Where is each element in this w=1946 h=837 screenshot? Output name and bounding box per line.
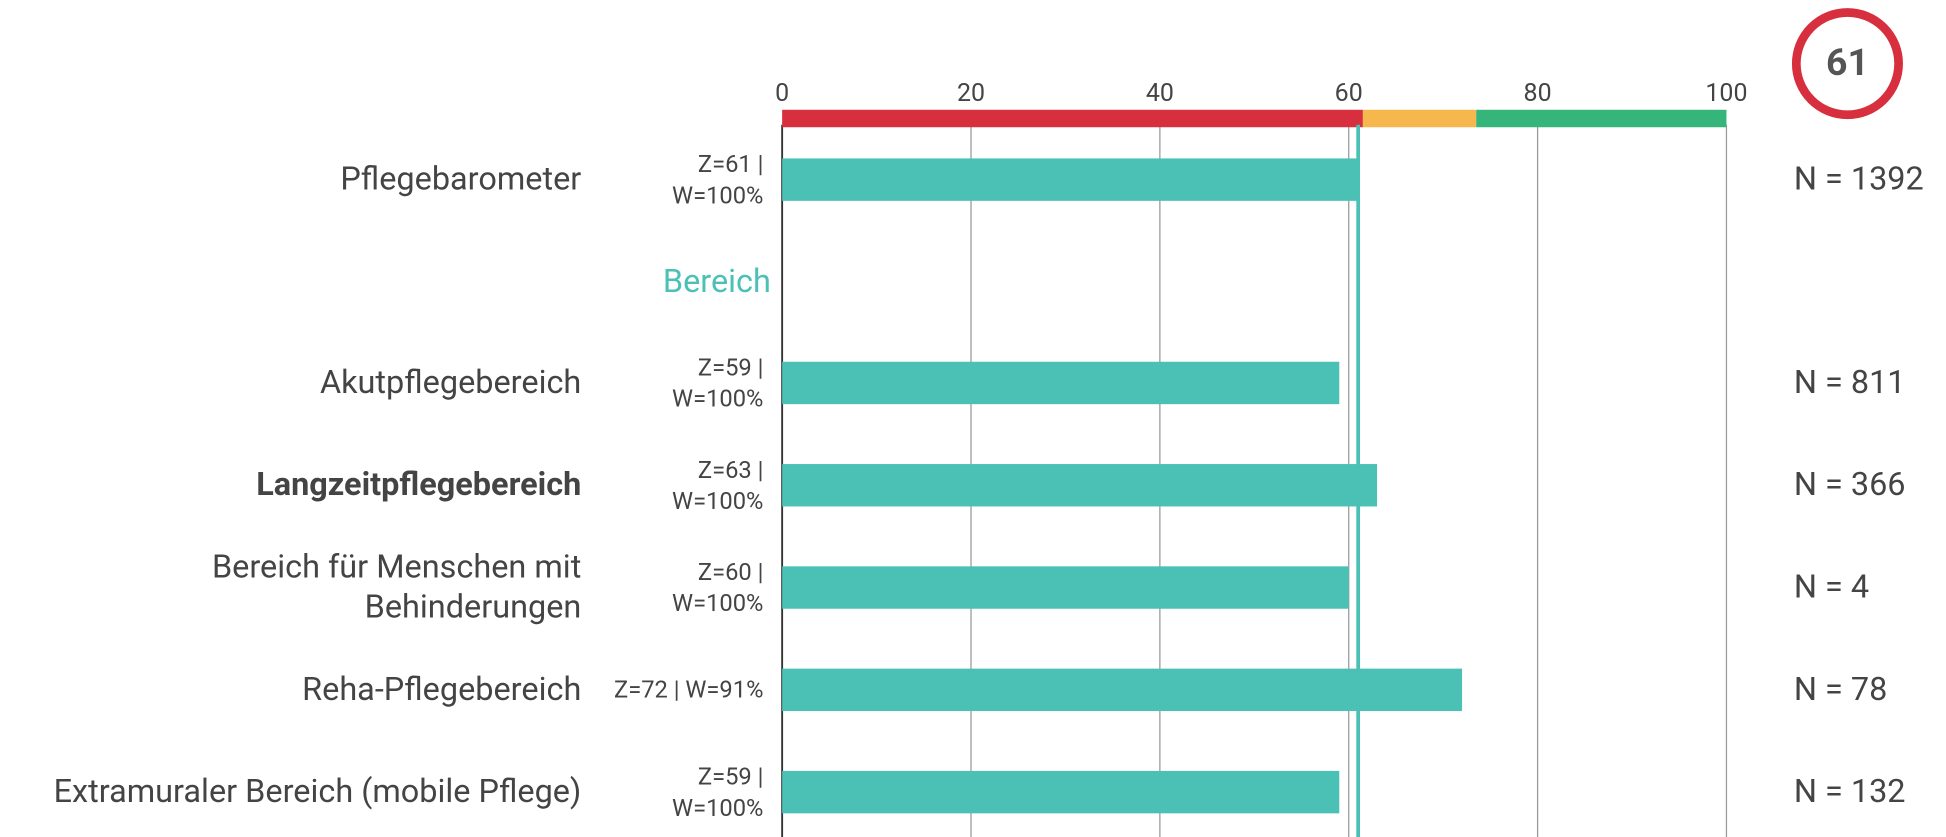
bar bbox=[782, 770, 1340, 814]
category-label: Pflegebarometer bbox=[340, 160, 582, 198]
category-label: Langzeitpflegebereich bbox=[256, 465, 582, 504]
value-label: Z=61 | W=100% bbox=[672, 149, 764, 210]
bar bbox=[782, 361, 1340, 405]
value-label: Z=60 | W=100% bbox=[672, 556, 764, 618]
category-label: Extramuraler Bereich (mobile Pflege) bbox=[53, 772, 582, 811]
threshold-band bbox=[1476, 109, 1727, 128]
score-badge bbox=[1791, 8, 1903, 120]
x-tick-label: 80 bbox=[1523, 77, 1552, 108]
value-label: Z=72 | W=91% bbox=[613, 674, 764, 704]
threshold-band bbox=[1362, 109, 1477, 128]
n-label: N = 78 bbox=[1793, 670, 1888, 708]
category-label: Reha-Pflegebereich bbox=[302, 670, 582, 708]
bar bbox=[782, 566, 1349, 609]
score-value: 61 bbox=[1825, 41, 1869, 85]
bar bbox=[782, 668, 1463, 712]
n-label: N = 366 bbox=[1793, 465, 1906, 504]
n-label: N = 4 bbox=[1793, 568, 1870, 606]
n-label: N = 811 bbox=[1793, 363, 1906, 402]
x-tick-label: 0 bbox=[775, 77, 790, 108]
value-label: Z=63 | W=100% bbox=[672, 454, 764, 516]
x-tick-label: 100 bbox=[1705, 77, 1748, 108]
n-label: N = 1392 bbox=[1793, 160, 1924, 198]
n-label: N = 132 bbox=[1793, 772, 1906, 811]
bar bbox=[782, 158, 1359, 201]
bar bbox=[782, 464, 1378, 507]
x-tick-label: 20 bbox=[956, 77, 986, 108]
section-label: Bereich bbox=[662, 262, 771, 301]
x-tick-label: 60 bbox=[1334, 77, 1363, 108]
category-label: Akutpflegebereich bbox=[319, 363, 582, 402]
x-tick-label: 40 bbox=[1145, 77, 1174, 108]
value-label: Z=59 | W=100% bbox=[672, 761, 764, 823]
value-label: Z=59 | W=100% bbox=[672, 352, 764, 414]
threshold-band bbox=[782, 109, 1363, 128]
category-label: Bereich für Menschen mit Behinderungen bbox=[211, 548, 582, 627]
